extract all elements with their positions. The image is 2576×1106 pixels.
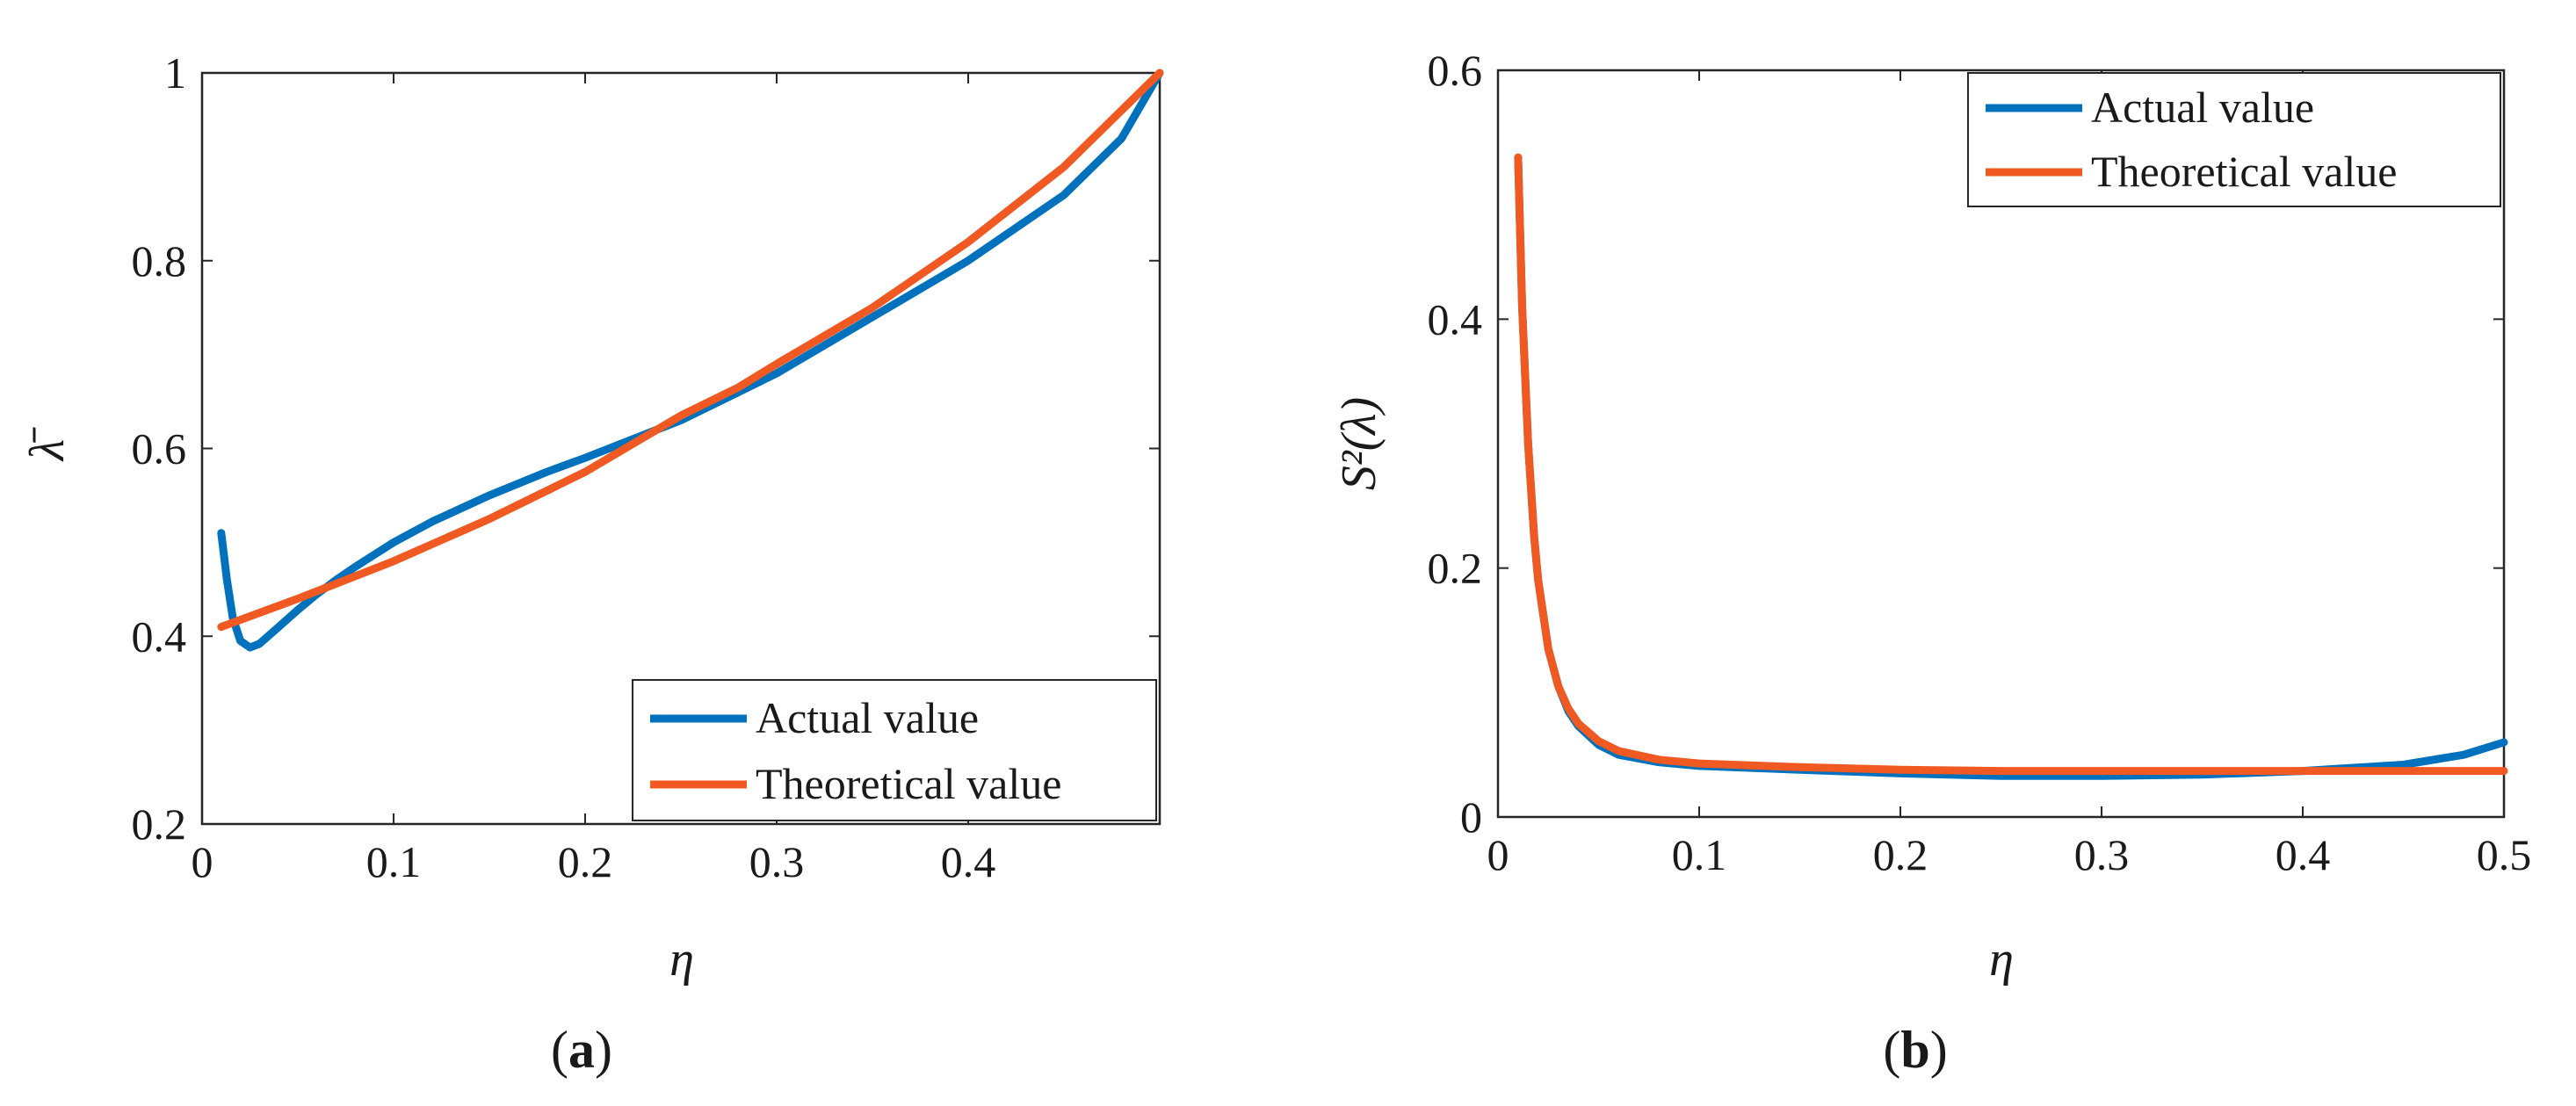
x-tick-label: 0.3 (2074, 830, 2130, 879)
series-line-theoretical (217, 69, 1164, 632)
panel-b-x-axis-label: η (1989, 932, 2014, 987)
x-tick-label: 0.2 (558, 837, 613, 886)
panel-a-y-axis-label: λ̄ (20, 427, 75, 462)
x-tick-label: 0.5 (2477, 830, 2532, 879)
panel-a-label: (a) (551, 1021, 612, 1079)
panel-a-chart: 0 0.1 0.2 0.3 0.4 0.2 0.4 0.6 0.8 1 η λ̄ Actual … (20, 48, 1164, 1079)
panel-b-legend: Actual value Theoretical value (1967, 72, 2501, 207)
x-tick-label: 0.2 (1873, 830, 1928, 879)
panel-a-legend-label-theoretical: Theoretical value (756, 759, 1061, 808)
y-tick-label: 0.2 (132, 799, 187, 849)
y-tick-label: 0.4 (132, 611, 187, 661)
y-tick-label: 0.2 (1428, 544, 1483, 593)
panel-b-label: (b) (1883, 1021, 1947, 1079)
panel-b-legend-box (1967, 72, 2501, 207)
x-tick-label: 0.1 (1672, 830, 1727, 879)
series-line-theoretical (1514, 153, 2508, 776)
panel-a-legend-box (632, 679, 1157, 821)
y-tick-label: 0 (1460, 792, 1482, 842)
panel-b-chart: 0 0.1 0.2 0.3 0.4 0.5 0 0.2 0.4 0.6 η S²(λ) Actu… (1332, 46, 2531, 1079)
x-tick-label: 0 (192, 837, 213, 886)
panel-a-y-ticks: 0.2 0.4 0.6 0.8 1 (132, 48, 1160, 849)
panel-b-legend-label-theoretical: Theoretical value (2091, 147, 2397, 196)
y-tick-label: 0.6 (132, 424, 187, 473)
y-tick-label: 0.6 (1428, 46, 1483, 95)
panel-b-series (1514, 153, 2508, 780)
y-tick-label: 0.4 (1428, 294, 1483, 343)
panel-a-legend: Actual value Theoretical value (632, 679, 1157, 821)
x-tick-label: 0.4 (2276, 830, 2331, 879)
panel-a-x-axis-label: η (669, 932, 694, 987)
panel-a-series (217, 69, 1164, 652)
panel-b-y-axis-label: S²(λ) (1332, 397, 1386, 490)
panel-a-legend-label-actual: Actual value (756, 693, 979, 742)
panel-b-y-ticks: 0 0.2 0.4 0.6 (1428, 46, 2504, 842)
y-tick-label: 1 (164, 48, 186, 98)
y-tick-label: 0.8 (132, 236, 187, 286)
x-tick-label: 0.4 (941, 837, 996, 886)
x-tick-label: 0 (1487, 830, 1509, 879)
panel-b-x-ticks: 0 0.1 0.2 0.3 0.4 0.5 (1487, 70, 2532, 879)
panel-b-legend-label-actual: Actual value (2091, 83, 2314, 132)
x-tick-label: 0.1 (366, 837, 422, 886)
x-tick-label: 0.3 (749, 837, 805, 886)
panel-a-x-ticks: 0 0.1 0.2 0.3 0.4 (192, 73, 996, 886)
series-line-actual (217, 69, 1164, 652)
